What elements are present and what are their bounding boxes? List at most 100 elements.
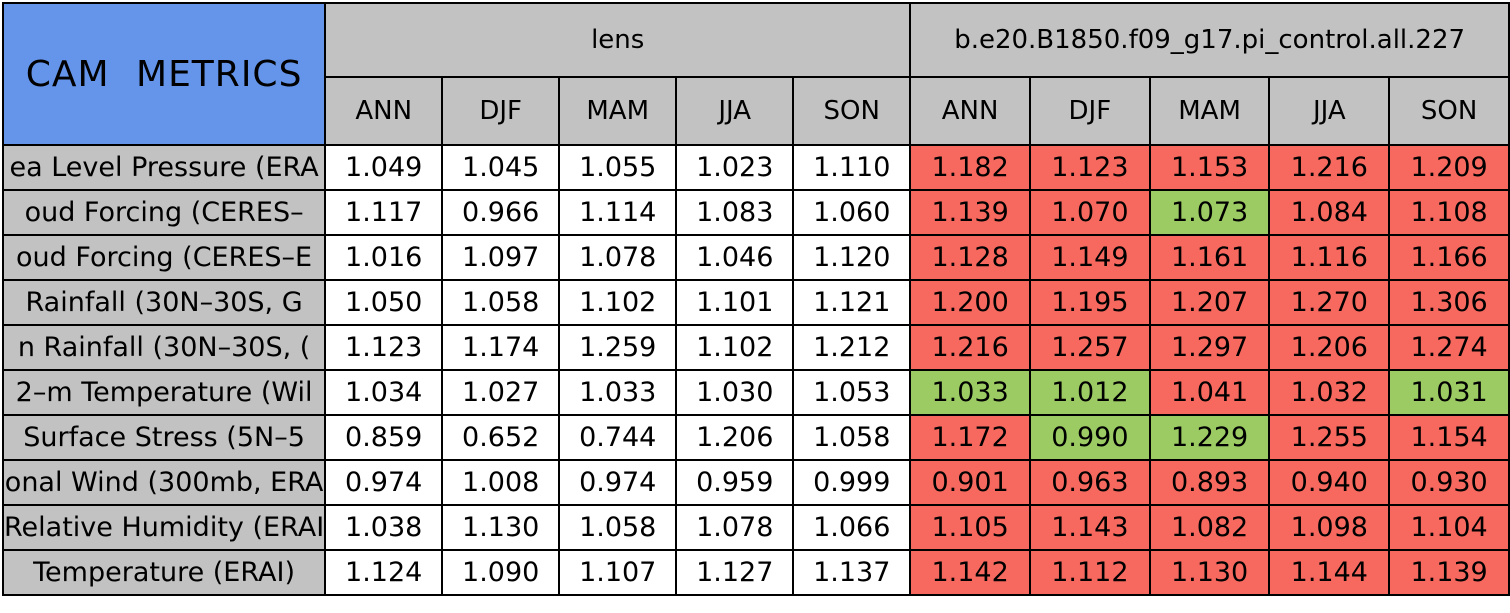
season-header-djf: DJF xyxy=(1028,76,1151,146)
control-value-cell: 1.172 xyxy=(909,414,1031,461)
lens-value-cell: 0.974 xyxy=(558,459,678,506)
table-row: Rainfall (30N–30S, G 1.050 1.058 1.102 1.101… xyxy=(1,279,1510,326)
metrics-rows: ea Level Pressure (ERA 1.049 1.045 1.055 1.0… xyxy=(1,144,1510,596)
table-row: oud Forcing (CERES–E 1.016 1.097 1.078 1.046… xyxy=(1,234,1510,281)
lens-value-cell: 1.102 xyxy=(675,324,795,371)
lens-value-cell: 1.058 xyxy=(558,504,678,551)
metrics-header: CAM METRICS lens b.e20.B1850.f09_g17.pi_… xyxy=(1,2,1510,146)
control-value-cell: 1.139 xyxy=(1388,549,1510,596)
control-value-cell: 1.033 xyxy=(909,369,1031,416)
lens-value-cell: 1.030 xyxy=(675,369,795,416)
control-value-cell: 1.161 xyxy=(1148,234,1271,281)
control-value-cell: 1.116 xyxy=(1268,234,1391,281)
lens-value-cell: 1.174 xyxy=(441,324,561,371)
control-value-cell: 1.082 xyxy=(1148,504,1271,551)
lens-value-cell: 1.120 xyxy=(792,234,912,281)
control-value-cell: 1.139 xyxy=(909,189,1031,236)
season-header-ann: ANN xyxy=(324,76,444,146)
control-value-cell: 1.200 xyxy=(909,279,1031,326)
control-value-cell: 1.032 xyxy=(1268,369,1391,416)
control-value-cell: 0.940 xyxy=(1268,459,1391,506)
lens-value-cell: 1.016 xyxy=(324,234,444,281)
group-header-row: CAM METRICS lens b.e20.B1850.f09_g17.pi_… xyxy=(1,2,1510,146)
table-row: Temperature (ERAI) 1.124 1.090 1.107 1.127 1.… xyxy=(1,549,1510,596)
lens-value-cell: 1.259 xyxy=(558,324,678,371)
lens-value-cell: 1.023 xyxy=(675,144,795,191)
control-value-cell: 0.990 xyxy=(1028,414,1151,461)
control-value-cell: 1.012 xyxy=(1028,369,1151,416)
lens-value-cell: 1.123 xyxy=(324,324,444,371)
control-value-cell: 1.166 xyxy=(1388,234,1510,281)
metric-row-label: 2–m Temperature (Wil xyxy=(1,369,327,416)
control-value-cell: 1.216 xyxy=(1268,144,1391,191)
control-value-cell: 1.128 xyxy=(909,234,1031,281)
lens-value-cell: 0.959 xyxy=(675,459,795,506)
control-value-cell: 1.142 xyxy=(909,549,1031,596)
control-value-cell: 1.108 xyxy=(1388,189,1510,236)
season-header-jja: JJA xyxy=(1268,76,1391,146)
metric-row-label: Rainfall (30N–30S, G xyxy=(1,279,327,326)
lens-value-cell: 1.206 xyxy=(675,414,795,461)
lens-value-cell: 1.130 xyxy=(441,504,561,551)
season-header-son: SON xyxy=(792,76,912,146)
lens-value-cell: 1.008 xyxy=(441,459,561,506)
lens-value-cell: 1.083 xyxy=(675,189,795,236)
control-value-cell: 1.154 xyxy=(1388,414,1510,461)
lens-value-cell: 0.859 xyxy=(324,414,444,461)
lens-value-cell: 1.117 xyxy=(324,189,444,236)
table-row: Surface Stress (5N–5 0.859 0.652 0.744 1.206… xyxy=(1,414,1510,461)
season-header-mam: MAM xyxy=(558,76,678,146)
lens-value-cell: 1.078 xyxy=(675,504,795,551)
lens-value-cell: 1.110 xyxy=(792,144,912,191)
table-row: n Rainfall (30N–30S, (1.123 1.174 1.259 1.1… xyxy=(1,324,1510,371)
lens-value-cell: 1.058 xyxy=(441,279,561,326)
lens-value-cell: 1.033 xyxy=(558,369,678,416)
control-value-cell: 1.270 xyxy=(1268,279,1391,326)
cam-metrics-table: CAM METRICS lens b.e20.B1850.f09_g17.pi_… xyxy=(1,2,1510,596)
season-header-mam: MAM xyxy=(1148,76,1271,146)
control-value-cell: 1.073 xyxy=(1148,189,1271,236)
lens-value-cell: 1.060 xyxy=(792,189,912,236)
lens-value-cell: 1.212 xyxy=(792,324,912,371)
control-value-cell: 1.257 xyxy=(1028,324,1151,371)
case-b-header: b.e20.B1850.f09_g17.pi_control.all.227 xyxy=(909,2,1510,78)
control-value-cell: 1.216 xyxy=(909,324,1031,371)
control-value-cell: 1.206 xyxy=(1268,324,1391,371)
control-value-cell: 1.070 xyxy=(1028,189,1151,236)
control-value-cell: 1.112 xyxy=(1028,549,1151,596)
metric-row-label: oud Forcing (CERES–E xyxy=(1,234,327,281)
lens-value-cell: 1.049 xyxy=(324,144,444,191)
lens-value-cell: 1.090 xyxy=(441,549,561,596)
control-value-cell: 1.297 xyxy=(1148,324,1271,371)
lens-value-cell: 1.102 xyxy=(558,279,678,326)
control-value-cell: 1.209 xyxy=(1388,144,1510,191)
control-value-cell: 1.084 xyxy=(1268,189,1391,236)
lens-value-cell: 1.114 xyxy=(558,189,678,236)
control-value-cell: 1.143 xyxy=(1028,504,1151,551)
table-row: ea Level Pressure (ERA 1.049 1.045 1.055 1.0… xyxy=(1,144,1510,191)
control-value-cell: 1.274 xyxy=(1388,324,1510,371)
lens-value-cell: 1.045 xyxy=(441,144,561,191)
lens-value-cell: 1.053 xyxy=(792,369,912,416)
control-value-cell: 1.104 xyxy=(1388,504,1510,551)
control-value-cell: 1.149 xyxy=(1028,234,1151,281)
lens-value-cell: 1.050 xyxy=(324,279,444,326)
season-header-djf: DJF xyxy=(441,76,561,146)
control-value-cell: 1.144 xyxy=(1268,549,1391,596)
season-header-jja: JJA xyxy=(675,76,795,146)
lens-value-cell: 1.124 xyxy=(324,549,444,596)
lens-value-cell: 1.055 xyxy=(558,144,678,191)
control-value-cell: 1.306 xyxy=(1388,279,1510,326)
control-value-cell: 1.031 xyxy=(1388,369,1510,416)
control-value-cell: 1.098 xyxy=(1268,504,1391,551)
control-value-cell: 1.255 xyxy=(1268,414,1391,461)
lens-value-cell: 1.046 xyxy=(675,234,795,281)
lens-value-cell: 1.038 xyxy=(324,504,444,551)
lens-value-cell: 1.034 xyxy=(324,369,444,416)
lens-value-cell: 0.966 xyxy=(441,189,561,236)
season-header-row: ANN DJF MAM JJA SON ANN DJF MAM JJA SON xyxy=(3,76,1510,146)
lens-value-cell: 1.078 xyxy=(558,234,678,281)
metric-row-label: Relative Humidity (ERAI xyxy=(1,504,327,551)
control-value-cell: 0.901 xyxy=(909,459,1031,506)
lens-value-cell: 0.652 xyxy=(441,414,561,461)
